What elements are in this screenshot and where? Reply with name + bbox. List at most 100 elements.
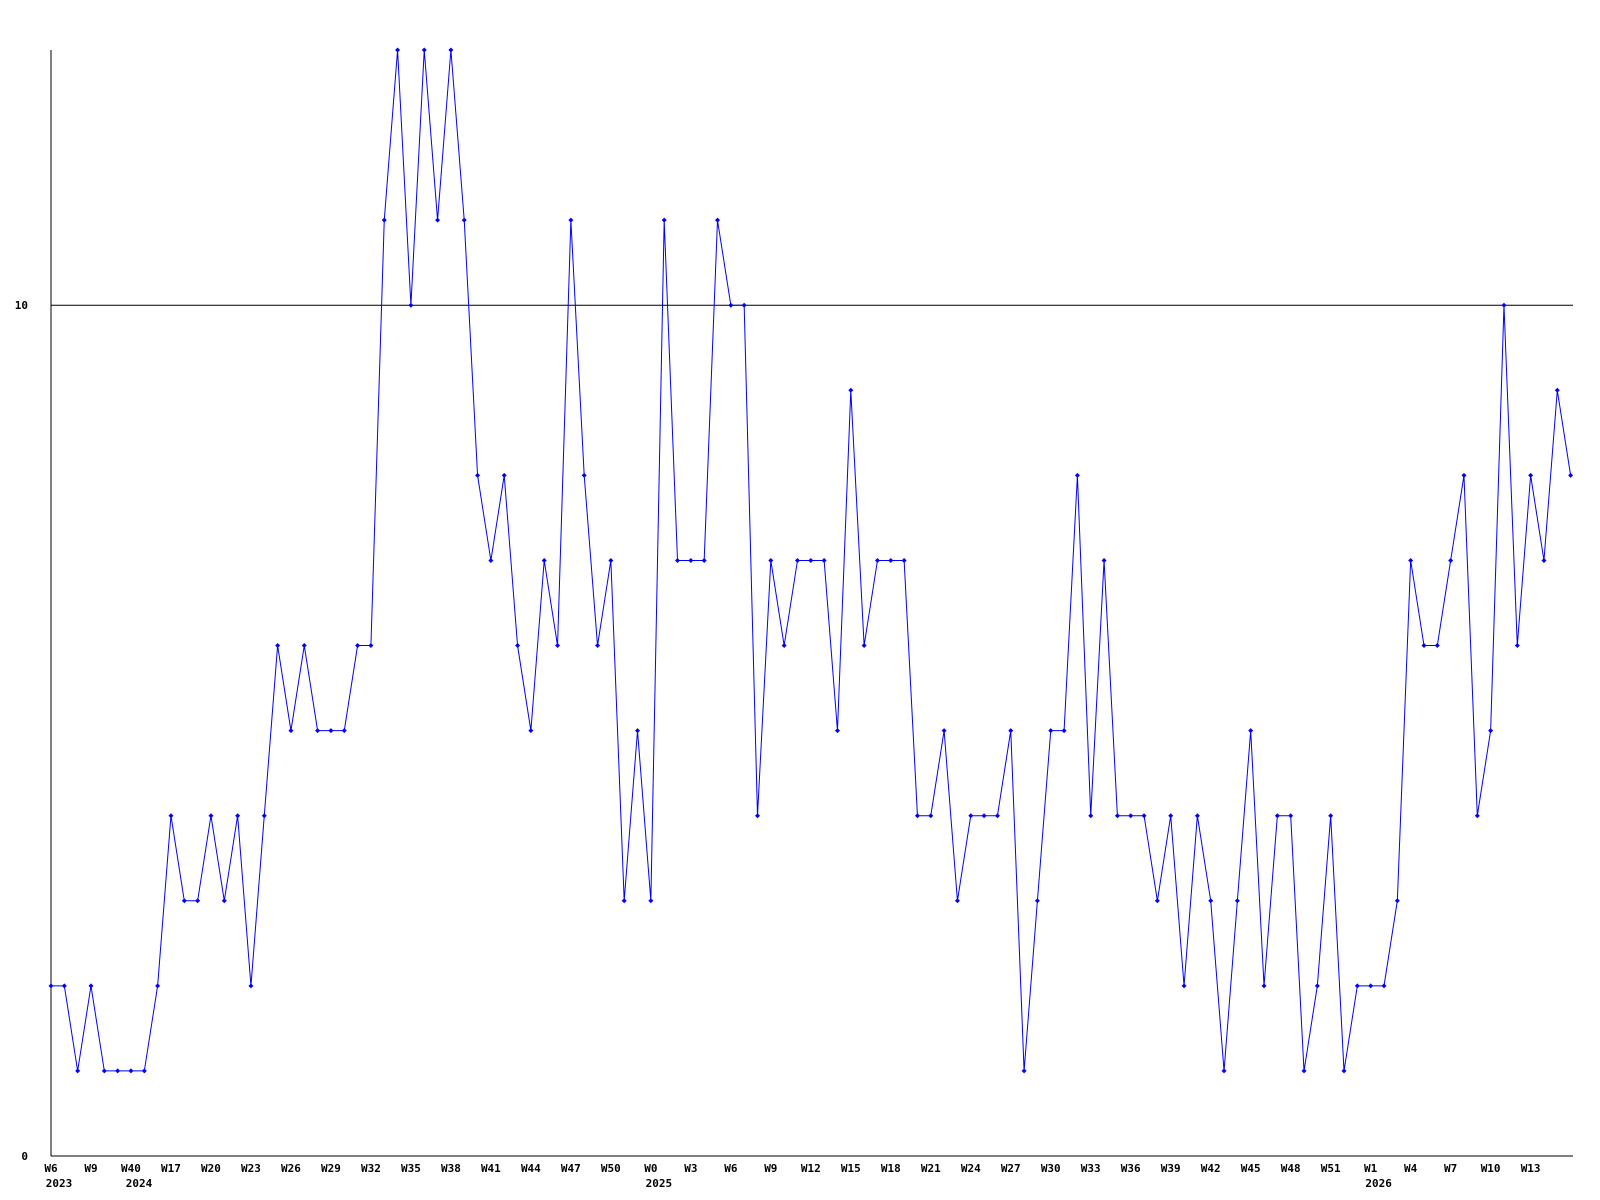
x-tick-label: W1: [1364, 1162, 1378, 1175]
data-point: [221, 898, 227, 904]
data-point: [115, 1068, 121, 1074]
data-point: [834, 728, 840, 734]
x-tick-label: W10: [1481, 1162, 1501, 1175]
data-point: [635, 728, 641, 734]
x-tick-label: W13: [1521, 1162, 1541, 1175]
x-tick-label: W15: [841, 1162, 861, 1175]
data-point: [568, 217, 574, 223]
data-point: [1168, 813, 1174, 819]
x-tick-label: W6: [724, 1162, 738, 1175]
x-tick-label: W23: [241, 1162, 261, 1175]
x-tick-label: W0: [644, 1162, 657, 1175]
data-point: [1248, 728, 1254, 734]
data-point: [701, 557, 707, 563]
x-tick-label: W35: [401, 1162, 421, 1175]
data-point: [1008, 728, 1014, 734]
x-tick-label: W36: [1121, 1162, 1141, 1175]
x-tick-label: W6: [44, 1162, 58, 1175]
data-point: [1408, 557, 1414, 563]
data-point: [1141, 813, 1147, 819]
x-tick-label: W33: [1081, 1162, 1101, 1175]
x-tick-label: W50: [601, 1162, 621, 1175]
data-point: [741, 302, 747, 308]
data-point: [1128, 813, 1134, 819]
data-point: [1301, 1068, 1307, 1074]
data-point: [1181, 983, 1187, 989]
data-point: [1088, 813, 1094, 819]
x-tick-label: W9: [84, 1162, 97, 1175]
data-point: [848, 387, 854, 393]
data-point: [1354, 983, 1360, 989]
data-point: [1568, 472, 1574, 478]
data-point: [1474, 813, 1480, 819]
data-point: [128, 1068, 134, 1074]
x-tick-label: W51: [1321, 1162, 1341, 1175]
x-tick-label: W29: [321, 1162, 341, 1175]
x-tick-label: W18: [881, 1162, 901, 1175]
x-tick-label: W44: [521, 1162, 541, 1175]
data-point: [208, 813, 214, 819]
data-point: [808, 557, 814, 563]
data-point: [1261, 983, 1267, 989]
x-year-label: 2023: [46, 1177, 73, 1190]
data-point: [435, 217, 441, 223]
x-tick-label: W42: [1201, 1162, 1221, 1175]
data-point: [688, 557, 694, 563]
data-point: [874, 557, 880, 563]
data-point: [341, 728, 347, 734]
data-point: [235, 813, 241, 819]
data-point: [421, 47, 427, 53]
x-year-label: 2026: [1365, 1177, 1392, 1190]
data-point: [88, 983, 94, 989]
data-point: [981, 813, 987, 819]
data-point: [1394, 898, 1400, 904]
x-tick-label: W47: [561, 1162, 581, 1175]
y-tick-label: 0: [21, 1150, 28, 1163]
data-point: [888, 557, 894, 563]
x-tick-label: W32: [361, 1162, 381, 1175]
x-tick-label: W12: [801, 1162, 821, 1175]
data-point: [328, 728, 334, 734]
data-point: [555, 643, 561, 649]
data-point: [1514, 643, 1520, 649]
data-point: [1448, 557, 1454, 563]
data-point: [954, 898, 960, 904]
data-point: [461, 217, 467, 223]
data-point: [1208, 898, 1214, 904]
data-point: [1194, 813, 1200, 819]
data-point: [48, 983, 54, 989]
x-tick-label: W40: [121, 1162, 141, 1175]
data-point: [1368, 983, 1374, 989]
data-point: [1101, 557, 1107, 563]
data-point: [648, 898, 654, 904]
data-point: [901, 557, 907, 563]
data-point: [301, 643, 307, 649]
data-point: [928, 813, 934, 819]
data-point: [1021, 1068, 1027, 1074]
data-point: [768, 557, 774, 563]
data-point: [608, 557, 614, 563]
x-tick-label: W27: [1001, 1162, 1021, 1175]
data-point: [728, 302, 734, 308]
data-point: [195, 898, 201, 904]
x-tick-label: W21: [921, 1162, 941, 1175]
data-point: [1541, 557, 1547, 563]
x-tick-label: W48: [1281, 1162, 1301, 1175]
x-tick-label: W24: [961, 1162, 981, 1175]
data-point: [941, 728, 947, 734]
data-point: [595, 643, 601, 649]
x-year-label: 2025: [646, 1177, 673, 1190]
x-tick-label: W4: [1404, 1162, 1418, 1175]
data-point: [355, 643, 361, 649]
data-point: [1221, 1068, 1227, 1074]
y-tick-label: 10: [15, 299, 28, 312]
data-point: [1074, 472, 1080, 478]
data-point: [781, 643, 787, 649]
x-tick-label: W7: [1444, 1162, 1457, 1175]
x-tick-label: W26: [281, 1162, 301, 1175]
data-point: [1328, 813, 1334, 819]
data-point: [75, 1068, 81, 1074]
x-tick-label: W9: [764, 1162, 777, 1175]
data-point: [621, 898, 627, 904]
data-point: [528, 728, 534, 734]
